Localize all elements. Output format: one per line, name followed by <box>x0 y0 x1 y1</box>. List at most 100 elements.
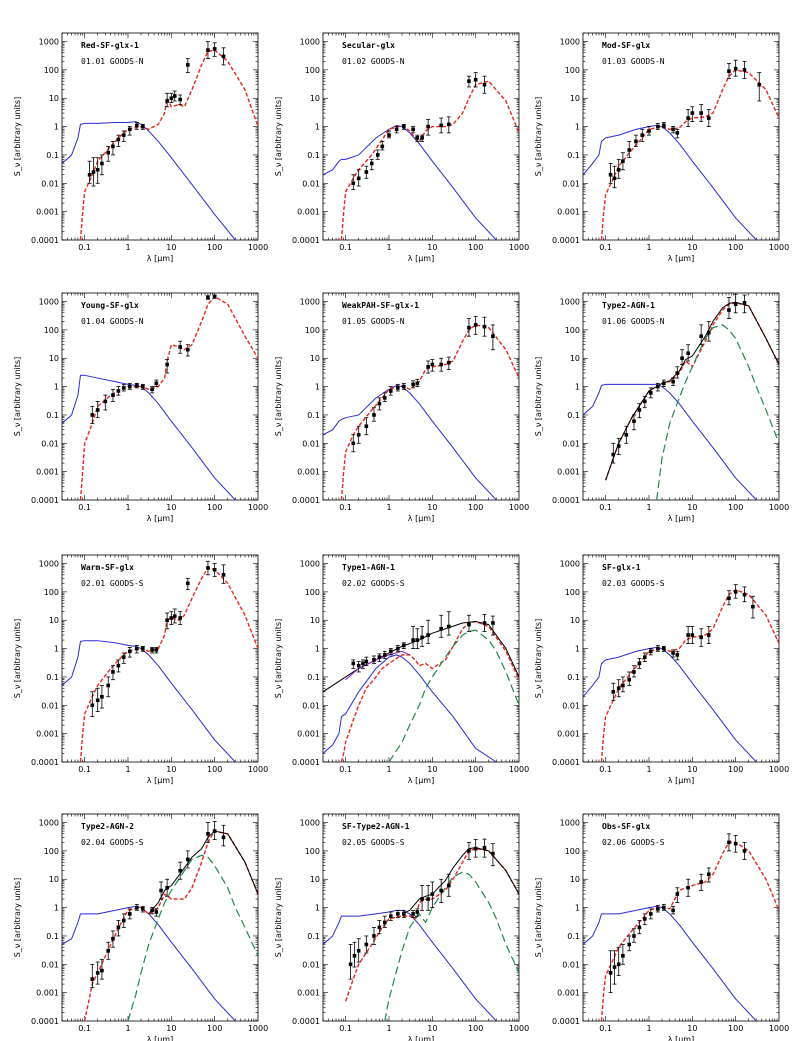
data-point <box>135 383 139 388</box>
x-tick-label: 100 <box>207 503 222 512</box>
y-tick-label: 0.01 <box>562 701 580 710</box>
plot-frame <box>61 554 259 763</box>
y-axis-label: S_ν [arbitrary units] <box>534 619 543 698</box>
data-point <box>616 962 621 967</box>
data-point <box>186 63 190 67</box>
data-point <box>627 677 632 682</box>
x-tick-label: 1000 <box>769 1024 789 1033</box>
x-tick-label: 100 <box>468 503 483 512</box>
panel-12: 0.1 1 10 100 1000 0.0001 0.001 0.01 0.1 1 10 100 100… <box>534 813 789 1041</box>
y-tick-label: 100 <box>305 66 320 75</box>
x-axis-label: λ [μm] <box>668 254 694 263</box>
panel-title: Type2-AGN-1 <box>602 301 655 310</box>
data-point <box>351 181 356 186</box>
series-line-unobscured <box>345 650 410 681</box>
x-tick-label: 0.1 <box>78 765 91 774</box>
panel-title: WeakPAH-SF-glx-1 <box>342 301 419 310</box>
x-axis-label: λ [μm] <box>147 1035 173 1041</box>
data-point <box>356 432 361 437</box>
data-point <box>377 401 382 406</box>
y-tick-label: 0.001 <box>297 208 320 217</box>
series-line-sed <box>79 567 258 762</box>
series-line-sed <box>340 620 519 762</box>
x-tick-label: 1000 <box>509 765 529 774</box>
data-point <box>165 885 169 890</box>
data-point <box>351 441 356 446</box>
plot-frame <box>582 292 780 501</box>
x-tick-label: 1000 <box>509 1024 529 1033</box>
x-tick-label: 100 <box>728 1024 743 1033</box>
data-point <box>439 888 443 893</box>
data-point <box>402 124 406 129</box>
data-point <box>396 912 400 916</box>
series-line-stellar <box>62 121 236 240</box>
x-tick-label: 10 <box>687 765 697 774</box>
panel-subtitle: 02.03 GOODS-S <box>602 579 665 588</box>
data-point <box>632 419 636 424</box>
y-tick-label: 1000 <box>39 298 59 307</box>
y-tick-label: 10 <box>49 875 59 884</box>
panel-5: 0.1 1 10 100 1000 0.0001 0.001 0.01 0.1 1 10 100 100… <box>274 292 529 523</box>
y-tick-label: 100 <box>44 847 59 856</box>
data-point <box>671 908 675 913</box>
x-tick-label: 100 <box>728 503 743 512</box>
series-line-sed <box>600 69 779 240</box>
data-point <box>91 170 96 174</box>
y-tick-label: 1000 <box>300 560 320 569</box>
data-point <box>90 413 95 417</box>
y-tick-label: 0.01 <box>41 439 59 448</box>
x-tick-label: 0.1 <box>339 503 352 512</box>
data-point <box>364 170 369 174</box>
data-point <box>154 910 159 914</box>
data-point <box>127 127 132 132</box>
data-point <box>154 381 159 386</box>
data-point <box>751 604 755 609</box>
panel-2: 0.1 1 10 100 1000 0.0001 0.001 0.01 0.1 1 10 100 100… <box>274 32 529 263</box>
data-point <box>369 161 374 166</box>
data-point <box>656 384 660 389</box>
x-tick-label: 1000 <box>248 503 268 512</box>
panel-title: Secular-glx <box>342 41 395 50</box>
y-tick-label: 10 <box>570 94 580 103</box>
data-point <box>439 362 443 367</box>
y-tick-label: 1000 <box>39 38 59 47</box>
data-point <box>680 356 684 361</box>
data-point <box>388 914 393 918</box>
y-tick-label: 0.0001 <box>31 1017 59 1026</box>
data-point <box>627 148 632 152</box>
data-point <box>352 953 357 958</box>
data-point <box>212 568 217 572</box>
data-point <box>361 661 365 666</box>
data-point <box>186 857 190 862</box>
y-tick-label: 1 <box>575 383 580 392</box>
y-axis-label: S_ν [arbitrary units] <box>534 97 543 176</box>
x-tick-label: 100 <box>207 243 222 252</box>
y-tick-label: 10 <box>310 616 320 625</box>
data-point <box>447 122 451 127</box>
data-point <box>411 638 415 642</box>
data-point <box>212 829 217 833</box>
y-tick-label: 100 <box>44 326 59 335</box>
x-axis-label: λ [μm] <box>408 514 434 523</box>
data-point <box>387 133 391 137</box>
data-point <box>121 386 126 390</box>
data-point <box>186 581 190 586</box>
x-tick-label: 10 <box>166 503 176 512</box>
x-tick-label: 10 <box>687 503 697 512</box>
data-point <box>707 872 711 877</box>
x-tick-label: 1 <box>386 765 391 774</box>
data-point <box>106 150 111 155</box>
data-point <box>135 905 139 910</box>
data-point <box>642 655 647 659</box>
data-point <box>121 133 126 137</box>
series-line-stellar <box>62 905 236 1021</box>
data-point <box>707 633 711 637</box>
data-point <box>141 384 145 389</box>
y-tick-label: 100 <box>305 588 320 597</box>
data-point <box>364 942 369 947</box>
y-tick-label: 10 <box>49 354 59 363</box>
data-point <box>426 897 430 901</box>
data-point <box>616 686 621 691</box>
series-line-stellar <box>323 909 497 1021</box>
y-tick-label: 1000 <box>300 819 320 828</box>
